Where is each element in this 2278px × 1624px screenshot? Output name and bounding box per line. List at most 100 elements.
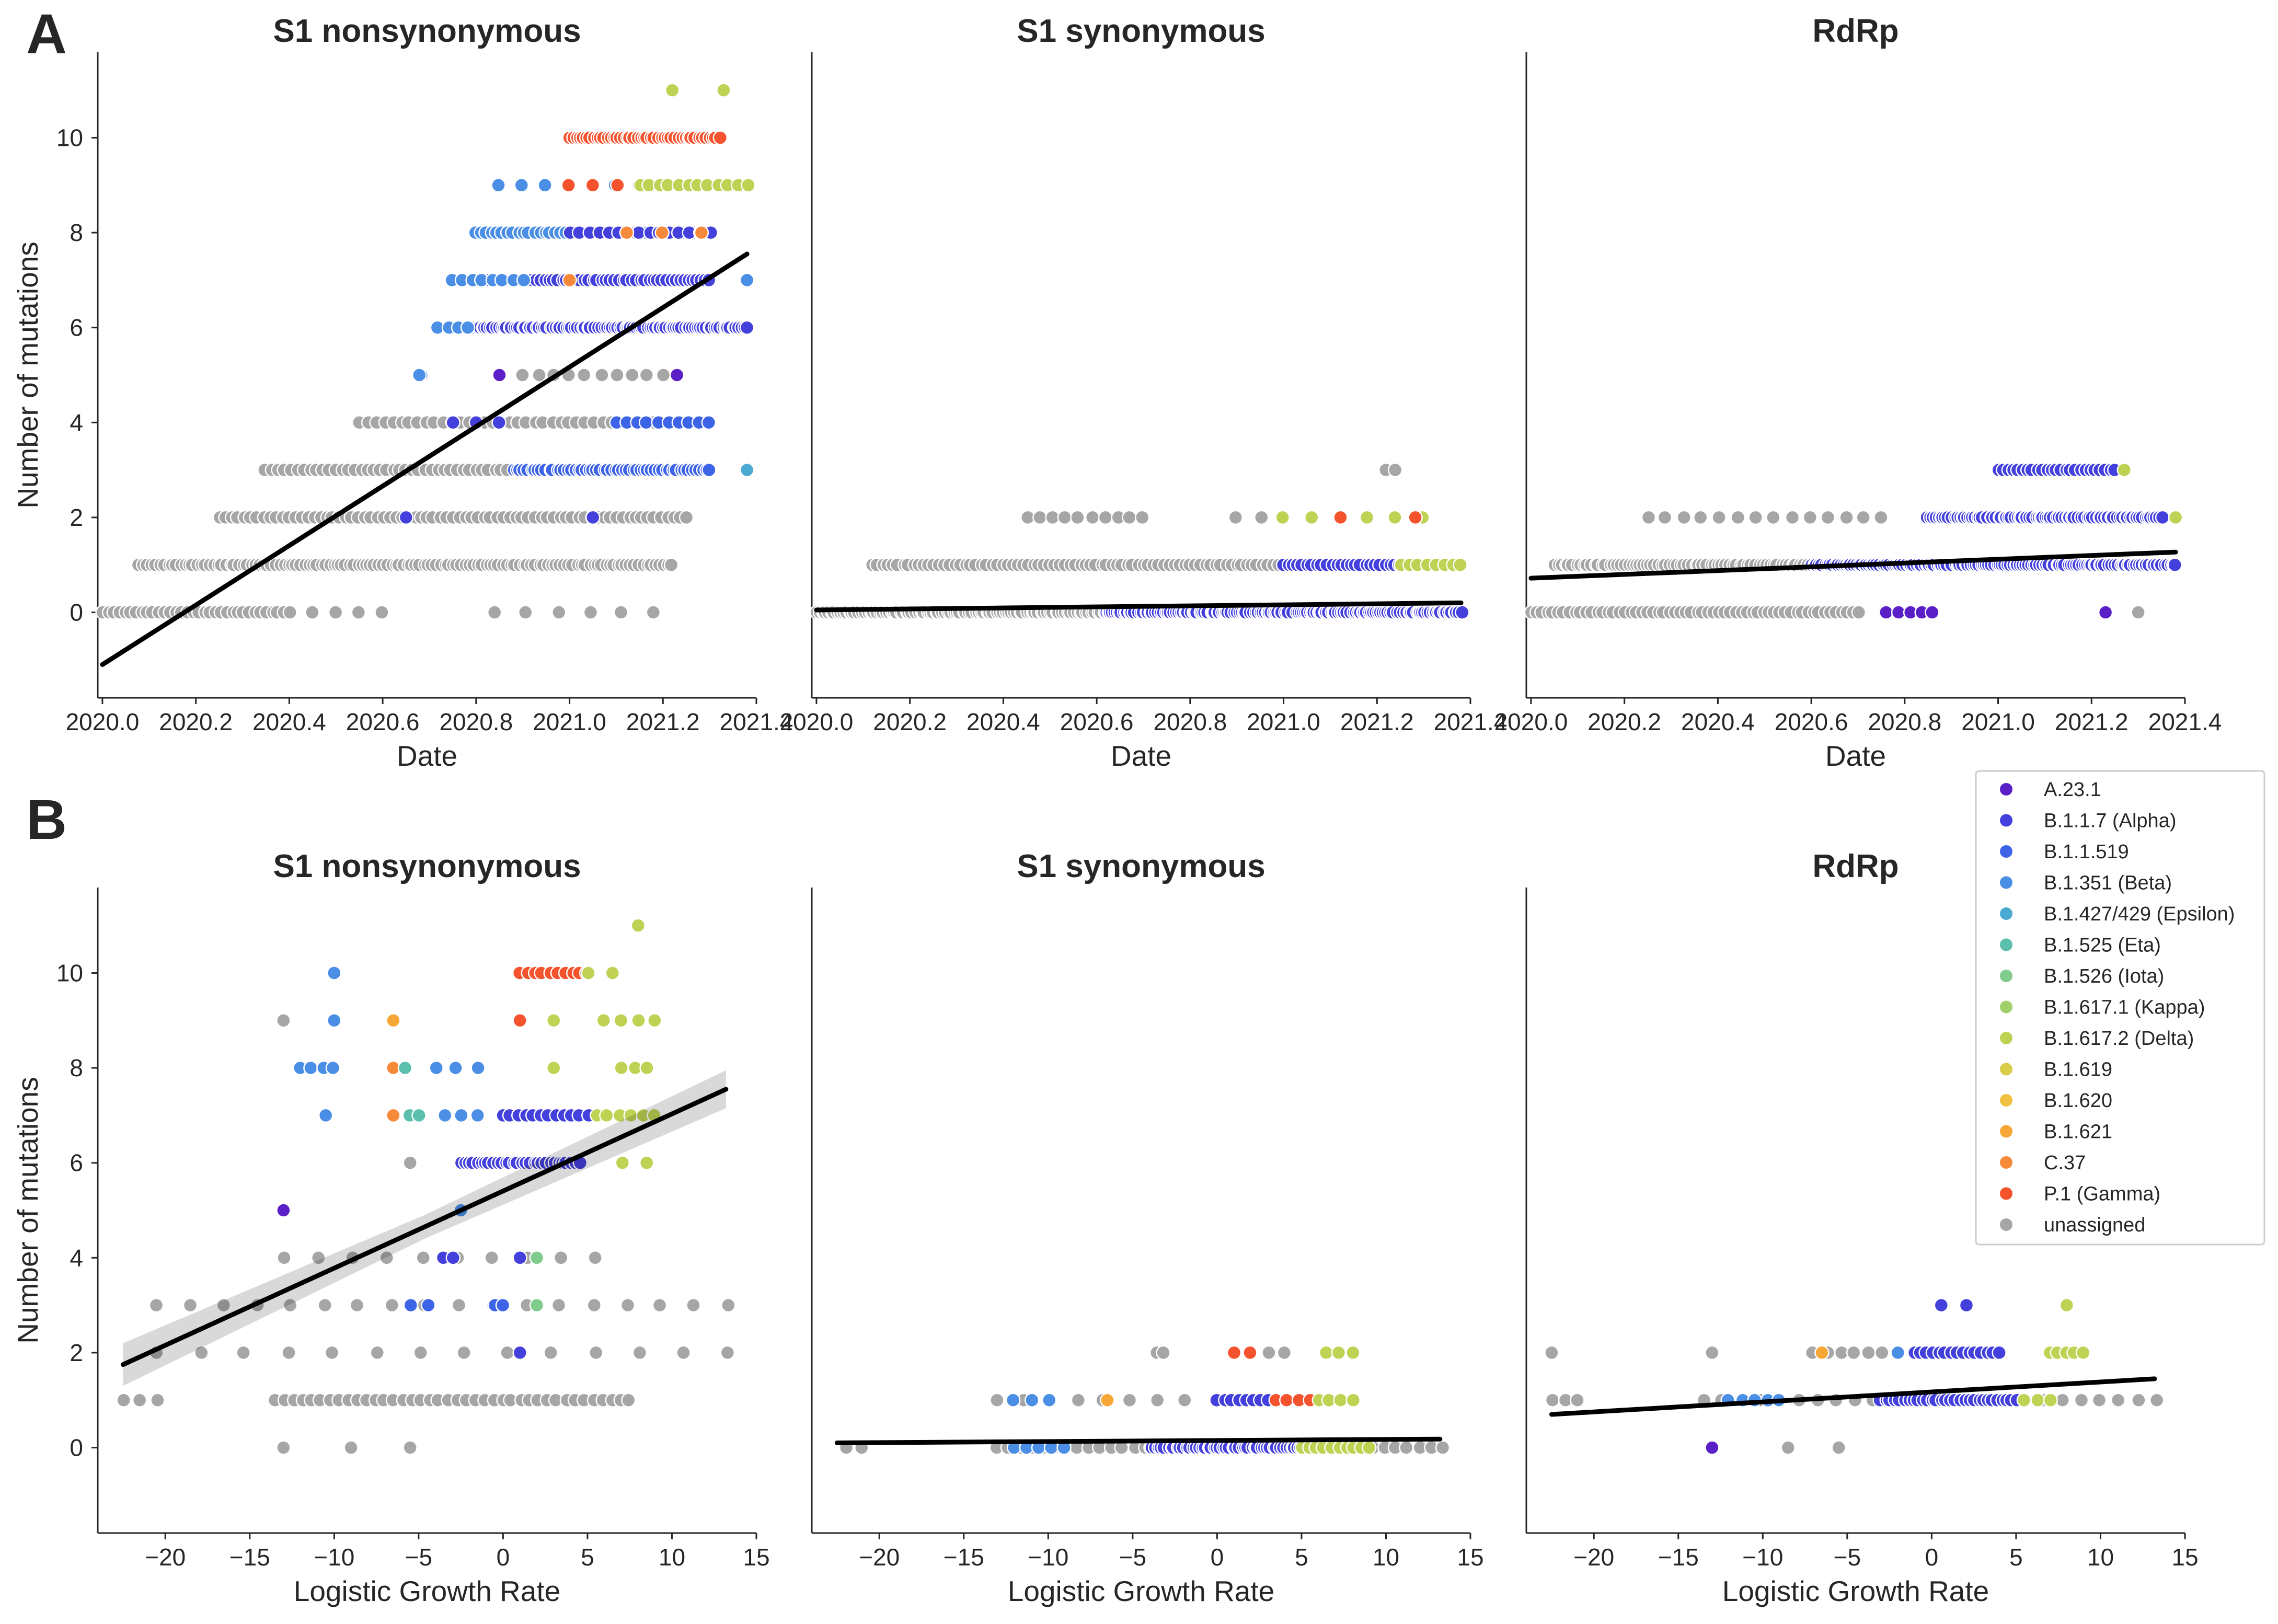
- y-ticks: 0 2 4 6 8 10: [56, 124, 98, 626]
- legend-label: B.1.427/429 (Epsilon): [2044, 903, 2235, 925]
- legend-item: B.1.617.2 (Delta): [1999, 1028, 2194, 1050]
- scatter-point: [1780, 1440, 1796, 1455]
- scatter-point: [1042, 1392, 1057, 1408]
- scatter-point: [1122, 510, 1137, 525]
- legend-item: B.1.525 (Eta): [1999, 935, 2161, 957]
- x-tick-label: −15: [229, 1544, 270, 1571]
- x-ticks: 2020.0 2020.2 2020.4 2020.6 2020.8 2021.0 2021…: [66, 698, 793, 735]
- x-tick-label: −10: [1028, 1544, 1068, 1571]
- legend-marker: [1999, 969, 2014, 983]
- scatter-point: [1071, 1392, 1086, 1408]
- scatter-point: [694, 225, 709, 240]
- x-tick-label: 10: [1373, 1544, 1399, 1571]
- subplot-title: S1 nonsynonymous: [273, 848, 581, 884]
- scatter-point: [652, 1297, 668, 1313]
- scatter-point: [585, 178, 601, 193]
- legend-item: B.1.619: [1999, 1059, 2112, 1081]
- y-tick-label: 4: [70, 1244, 83, 1271]
- scatter-point: [1345, 1392, 1361, 1408]
- scatter-point: [1408, 510, 1423, 525]
- scatter-point: [613, 1013, 629, 1028]
- legend-label: B.1.619: [2044, 1059, 2112, 1081]
- subplot-b-2: S1 synonymous −20 −15 −10 −5 0 5 10 15 Logistic G…: [811, 848, 1484, 1607]
- scatter-point: [379, 1250, 395, 1265]
- x-tick-label: −10: [1742, 1544, 1783, 1571]
- scatter-point: [647, 1013, 662, 1028]
- x-tick-label: 2021.2: [626, 708, 700, 735]
- scatter-point: [317, 1297, 332, 1313]
- scatter-point: [1254, 510, 1269, 525]
- x-tick-label: −15: [1658, 1544, 1699, 1571]
- scatter-point: [2131, 605, 2146, 620]
- x-tick-label: 2020.4: [252, 708, 326, 735]
- x-tick-label: 2020.6: [1060, 708, 1134, 735]
- scatter-point: [310, 1250, 326, 1265]
- scatter-point: [487, 605, 502, 620]
- legend-label: B.1.525 (Eta): [2044, 935, 2161, 957]
- x-tick-label: 2020.8: [1153, 708, 1227, 735]
- scatter-point: [1802, 510, 1818, 525]
- legend-marker: [1999, 782, 2014, 797]
- scatter-point: [2149, 1392, 2165, 1408]
- legend-item: B.1.1.7 (Alpha): [1999, 810, 2176, 832]
- scatter-point: [1785, 510, 1800, 525]
- scatter-point: [1122, 1392, 1137, 1408]
- scatter-point: [615, 1155, 630, 1170]
- scatter-point: [1705, 1440, 1720, 1455]
- scatter-point: [546, 1013, 561, 1028]
- subplot-title: RdRp: [1812, 13, 1899, 49]
- legend-label: B.1.620: [2044, 1090, 2112, 1112]
- legend-label: B.1.617.2 (Delta): [2044, 1028, 2194, 1050]
- legend-marker: [1999, 1155, 2014, 1170]
- scatter-point: [1878, 605, 1894, 620]
- scatter-point: [630, 918, 646, 933]
- scatter-point: [586, 1297, 602, 1313]
- subplot-title: S1 synonymous: [1017, 848, 1265, 884]
- scatter-point: [581, 965, 596, 981]
- scatter-point: [1851, 605, 1867, 620]
- scatter-point: [1814, 1345, 1830, 1361]
- scatter-points: [1544, 1297, 2165, 1455]
- scatter-point: [1435, 1440, 1451, 1455]
- scatter-point: [1387, 462, 1403, 478]
- legend-item: C.37: [1999, 1152, 2086, 1174]
- scatter-points: [809, 462, 1470, 620]
- subplot-title: S1 synonymous: [1017, 13, 1265, 49]
- scatter-point: [150, 1392, 165, 1408]
- scatter-point: [639, 1060, 654, 1076]
- scatter-point: [529, 1297, 545, 1313]
- scatter-point: [561, 178, 576, 193]
- legend-marker: [1999, 1062, 2014, 1077]
- scatter-point: [451, 1297, 467, 1313]
- legend-frame: [1975, 770, 2265, 1246]
- x-ticks: −20 −15 −10 −5 0 5 10 15: [859, 1533, 1484, 1571]
- scatter-point: [1676, 510, 1692, 525]
- scatter-point: [216, 1297, 232, 1313]
- scatter-point: [470, 1108, 485, 1123]
- scatter-point: [1318, 1345, 1334, 1361]
- scatter-point: [1261, 1345, 1276, 1361]
- scatter-point: [1275, 510, 1290, 525]
- x-tick-label: 15: [1457, 1544, 1483, 1571]
- scatter-point: [721, 1297, 736, 1313]
- subplot-b-3: RdRp −20 −15 −10 −5 0 5 10 15 Logistic Growth Rat…: [1525, 848, 2199, 1607]
- x-tick-label: 2020.2: [159, 708, 233, 735]
- scatter-point: [1705, 1345, 1720, 1361]
- legend-marker: [1999, 999, 2014, 1015]
- legend-marker: [1999, 813, 2014, 828]
- scatter-point: [276, 1203, 291, 1218]
- panel-label-b: B: [26, 788, 67, 851]
- x-tick-label: 2021.4: [720, 708, 793, 735]
- scatter-point: [596, 1013, 612, 1028]
- legend-label: C.37: [2044, 1152, 2086, 1174]
- x-tick-label: 2021.4: [2148, 708, 2222, 735]
- x-tick-label: 2020.0: [66, 708, 140, 735]
- x-tick-label: 5: [1295, 1544, 1308, 1571]
- scatter-point: [132, 1392, 147, 1408]
- legend-label: B.1.1.7 (Alpha): [2044, 810, 2176, 832]
- legend-marker: [1999, 1186, 2014, 1201]
- x-tick-label: 2021.0: [1247, 708, 1320, 735]
- scatter-point: [236, 1345, 251, 1361]
- x-tick-label: 2020.8: [1868, 708, 1941, 735]
- scatter-point: [1545, 1392, 1560, 1408]
